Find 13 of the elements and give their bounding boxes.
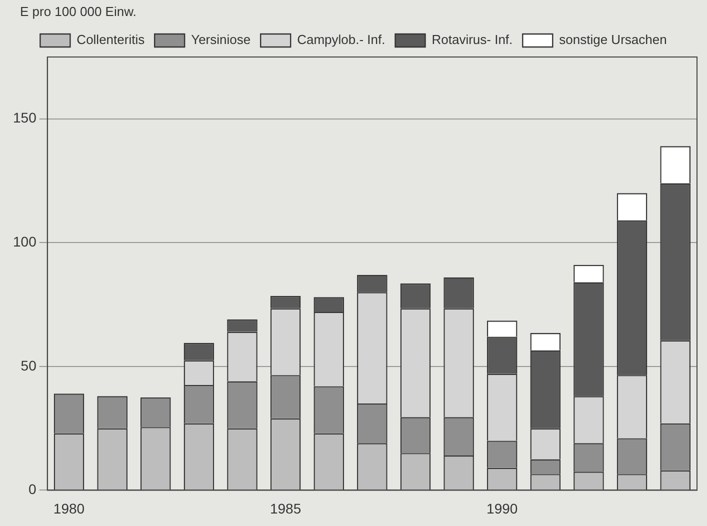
legend-label: Yersiniose — [191, 32, 251, 48]
legend-label: Rotavirus- Inf. — [432, 32, 513, 48]
y-tick-label: 100 — [13, 234, 37, 250]
y-tick-label: 150 — [13, 110, 37, 126]
legend-label: Collenteritis — [76, 32, 146, 48]
y-tick-label: 0 — [28, 481, 37, 498]
x-tick-label: 1985 — [270, 500, 302, 516]
x-tick-label: 1990 — [486, 500, 518, 516]
x-tick-label: 1980 — [53, 500, 85, 516]
y-tick-label: 50 — [20, 357, 37, 374]
y-axis-title: E pro 100 000 Einw. — [20, 4, 136, 20]
legend-label: Campylob.- Inf. — [297, 32, 386, 48]
legend-label: sonstige Ursachen — [559, 32, 667, 48]
